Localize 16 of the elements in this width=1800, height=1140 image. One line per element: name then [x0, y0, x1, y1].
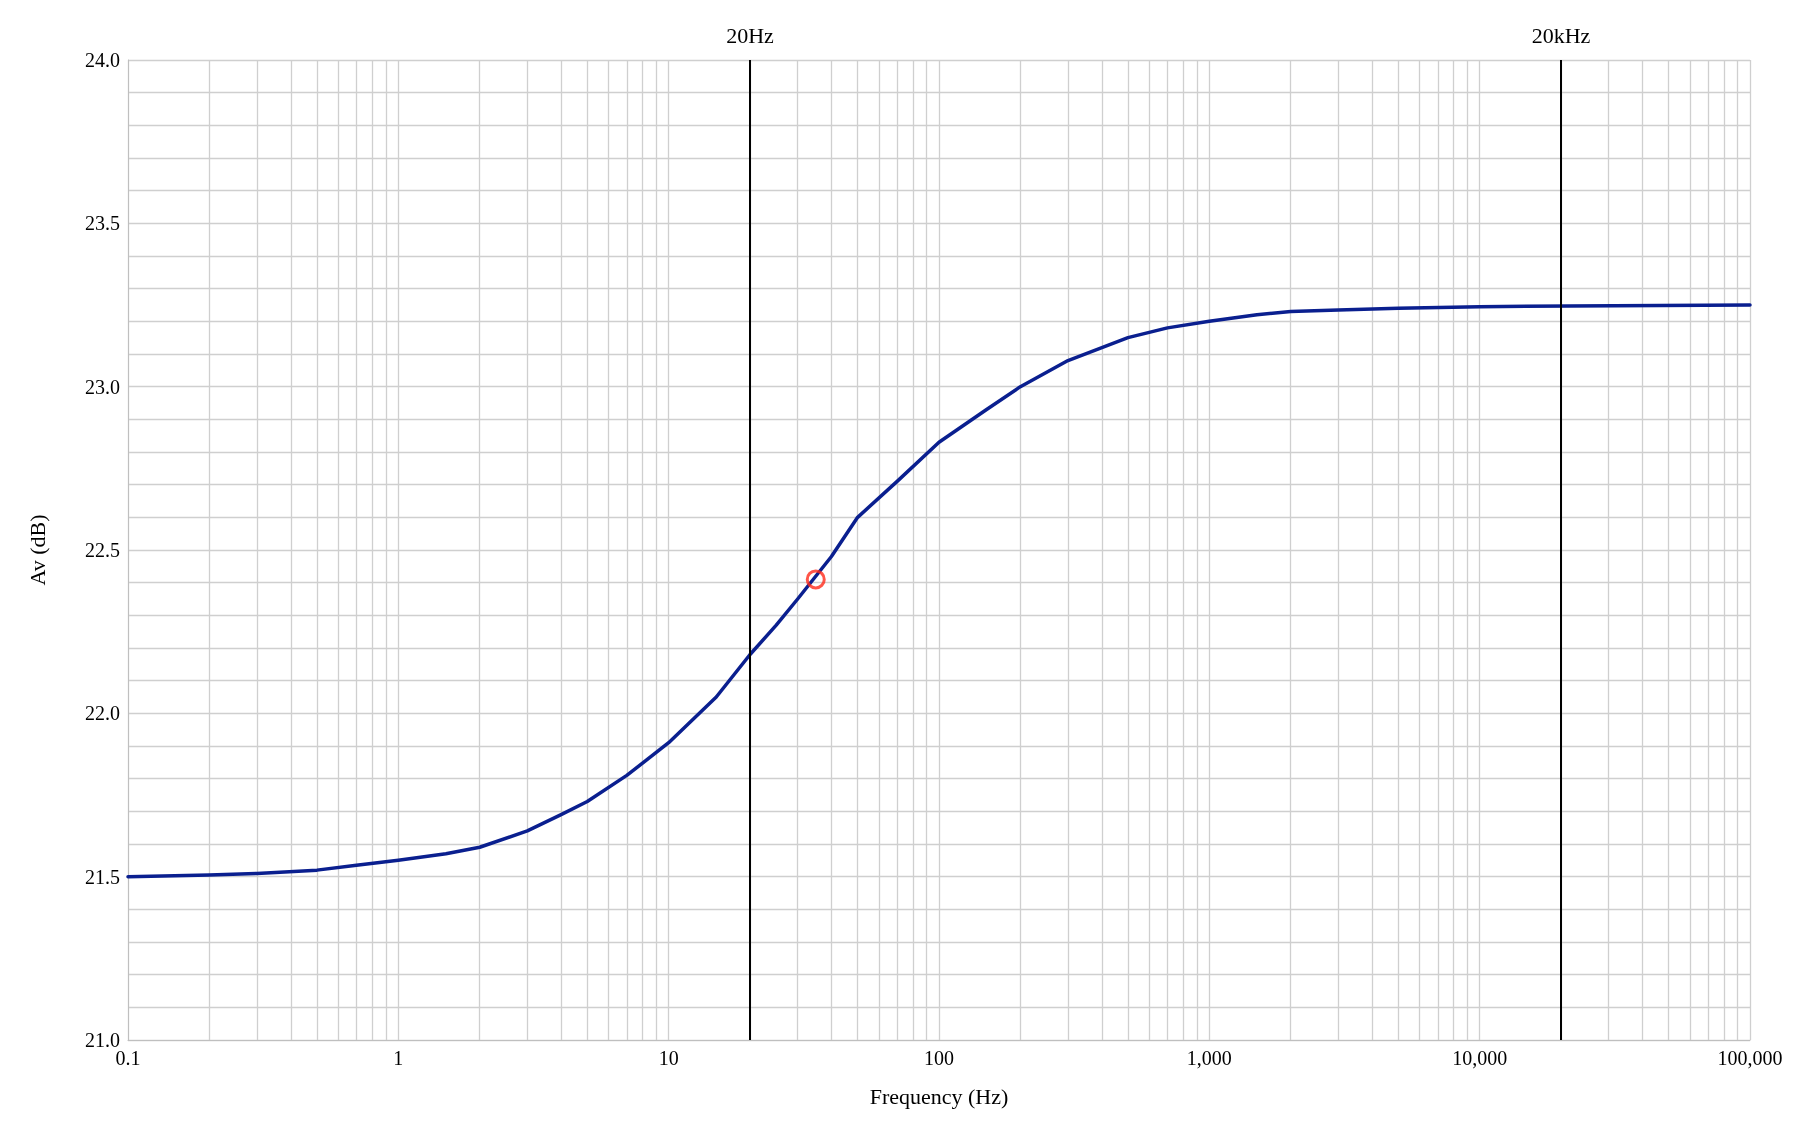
y-tick-label: 22.5	[85, 539, 120, 561]
x-tick-label: 10	[658, 1047, 679, 1069]
y-axis-title: Av (dB)	[24, 514, 50, 586]
y-tick-label: 21.5	[85, 865, 120, 888]
y-tick-label: 24.0	[85, 49, 120, 71]
x-tick-label: 10,000	[1452, 1047, 1508, 1069]
x-axis-title: Frequency (Hz)	[869, 1083, 1009, 1109]
x-tick-label: 1,000	[1186, 1047, 1232, 1069]
x-tick-label: 1	[393, 1047, 404, 1069]
ref-line-label: 20Hz	[726, 22, 775, 48]
x-tick-label: 100,000	[1717, 1047, 1783, 1069]
y-tick-label: 22.0	[85, 702, 120, 725]
y-tick-label: 23.0	[85, 375, 120, 398]
ref-line-label: 20kHz	[1531, 22, 1591, 48]
x-tick-label: 100	[924, 1047, 954, 1069]
y-tick-label: 23.5	[85, 212, 120, 235]
